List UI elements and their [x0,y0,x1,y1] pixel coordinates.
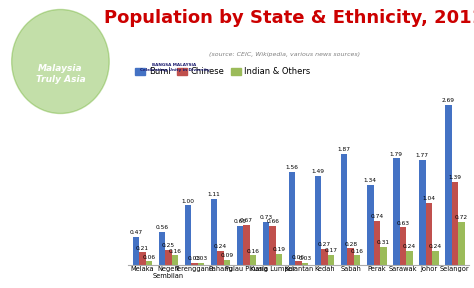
Bar [289,172,295,265]
Bar [276,254,283,265]
Text: 0.25: 0.25 [162,243,175,248]
Bar [224,259,230,265]
Text: 1.87: 1.87 [337,147,351,152]
Text: 👍: 👍 [14,157,22,171]
Circle shape [12,10,109,113]
Text: http://www.facebook.com/blindspot.msia/: http://www.facebook.com/blindspot.msia/ [42,172,151,177]
Text: 0.24: 0.24 [214,244,227,249]
Bar [400,228,406,265]
Text: 0.24: 0.24 [429,244,442,249]
Text: 0.47: 0.47 [129,230,142,235]
Text: 1.77: 1.77 [416,153,429,158]
Text: 0.03: 0.03 [299,256,312,262]
Bar [185,205,191,265]
Text: 0.19: 0.19 [273,247,285,252]
Text: 1.56: 1.56 [286,165,299,170]
Bar [367,185,374,265]
Text: 0.72: 0.72 [455,215,468,220]
Bar [269,226,276,265]
Legend: Bumi, Chinese, Indian & Others: Bumi, Chinese, Indian & Others [132,64,314,80]
Text: 1.79: 1.79 [390,152,403,157]
Text: 0.16: 0.16 [168,249,182,254]
Bar [295,262,302,265]
Text: 0.27: 0.27 [318,242,331,247]
Text: 1.49: 1.49 [312,170,325,175]
Bar [406,251,412,265]
Text: 0.06: 0.06 [292,255,305,259]
Bar [165,250,172,265]
Text: (source: CEIC, Wikipedia, various news sources): (source: CEIC, Wikipedia, various news s… [209,52,360,57]
Bar [237,226,243,265]
Text: 0.09: 0.09 [220,253,234,258]
Bar [191,263,198,265]
Bar [354,255,361,265]
Text: 1.34: 1.34 [364,179,377,183]
Bar [243,225,250,265]
Bar [159,232,165,265]
Text: 0.65: 0.65 [234,219,246,224]
Text: Malaysia
Truly Asia: Malaysia Truly Asia [36,64,85,84]
Text: 0.28: 0.28 [344,242,357,247]
Bar [198,263,204,265]
Text: 1.39: 1.39 [448,175,461,181]
Text: 2.69: 2.69 [442,98,455,103]
Bar [217,251,224,265]
Text: 0.06: 0.06 [142,255,155,259]
Text: 1.04: 1.04 [422,196,436,201]
Text: 0.73: 0.73 [259,215,273,220]
Text: 0.03: 0.03 [188,256,201,262]
Bar [315,176,321,265]
Bar [374,221,380,265]
Bar [445,105,452,265]
Bar [380,247,386,265]
Text: 0.16: 0.16 [246,249,259,254]
Bar [321,249,328,265]
Text: 0.63: 0.63 [396,221,410,226]
Bar [347,248,354,265]
Bar [393,158,400,265]
Text: 0.74: 0.74 [370,214,383,219]
Text: 0.03: 0.03 [194,256,208,262]
Text: 0.17: 0.17 [325,248,337,253]
Text: Population by State & Ethnicity, 2011: Population by State & Ethnicity, 2011 [104,9,474,27]
Bar [263,221,269,265]
Text: BLINDSPOT: BLINDSPOT [42,151,91,160]
Text: 0.24: 0.24 [403,244,416,249]
Bar [432,251,438,265]
Text: BANGSA MALAYSIA
Celebrating Unity in Diversity: BANGSA MALAYSIA Celebrating Unity in Div… [139,63,210,72]
Text: 0.56: 0.56 [155,225,168,230]
Text: 1.11: 1.11 [208,192,220,197]
Text: 0.16: 0.16 [351,249,364,254]
Text: 0.66: 0.66 [266,219,279,224]
Bar [250,255,256,265]
Bar [328,255,335,265]
Bar [146,262,152,265]
Text: 0.67: 0.67 [240,218,253,223]
Bar [133,237,139,265]
Text: 1.00: 1.00 [182,199,194,204]
Bar [302,263,309,265]
Text: 0.21: 0.21 [136,246,149,251]
Text: 0.31: 0.31 [377,240,390,245]
Bar [452,182,458,265]
Bar [458,222,465,265]
Bar [211,199,217,265]
Bar [419,160,426,265]
Bar [426,203,432,265]
Bar [172,255,178,265]
Bar [139,253,146,265]
Bar [341,154,347,265]
